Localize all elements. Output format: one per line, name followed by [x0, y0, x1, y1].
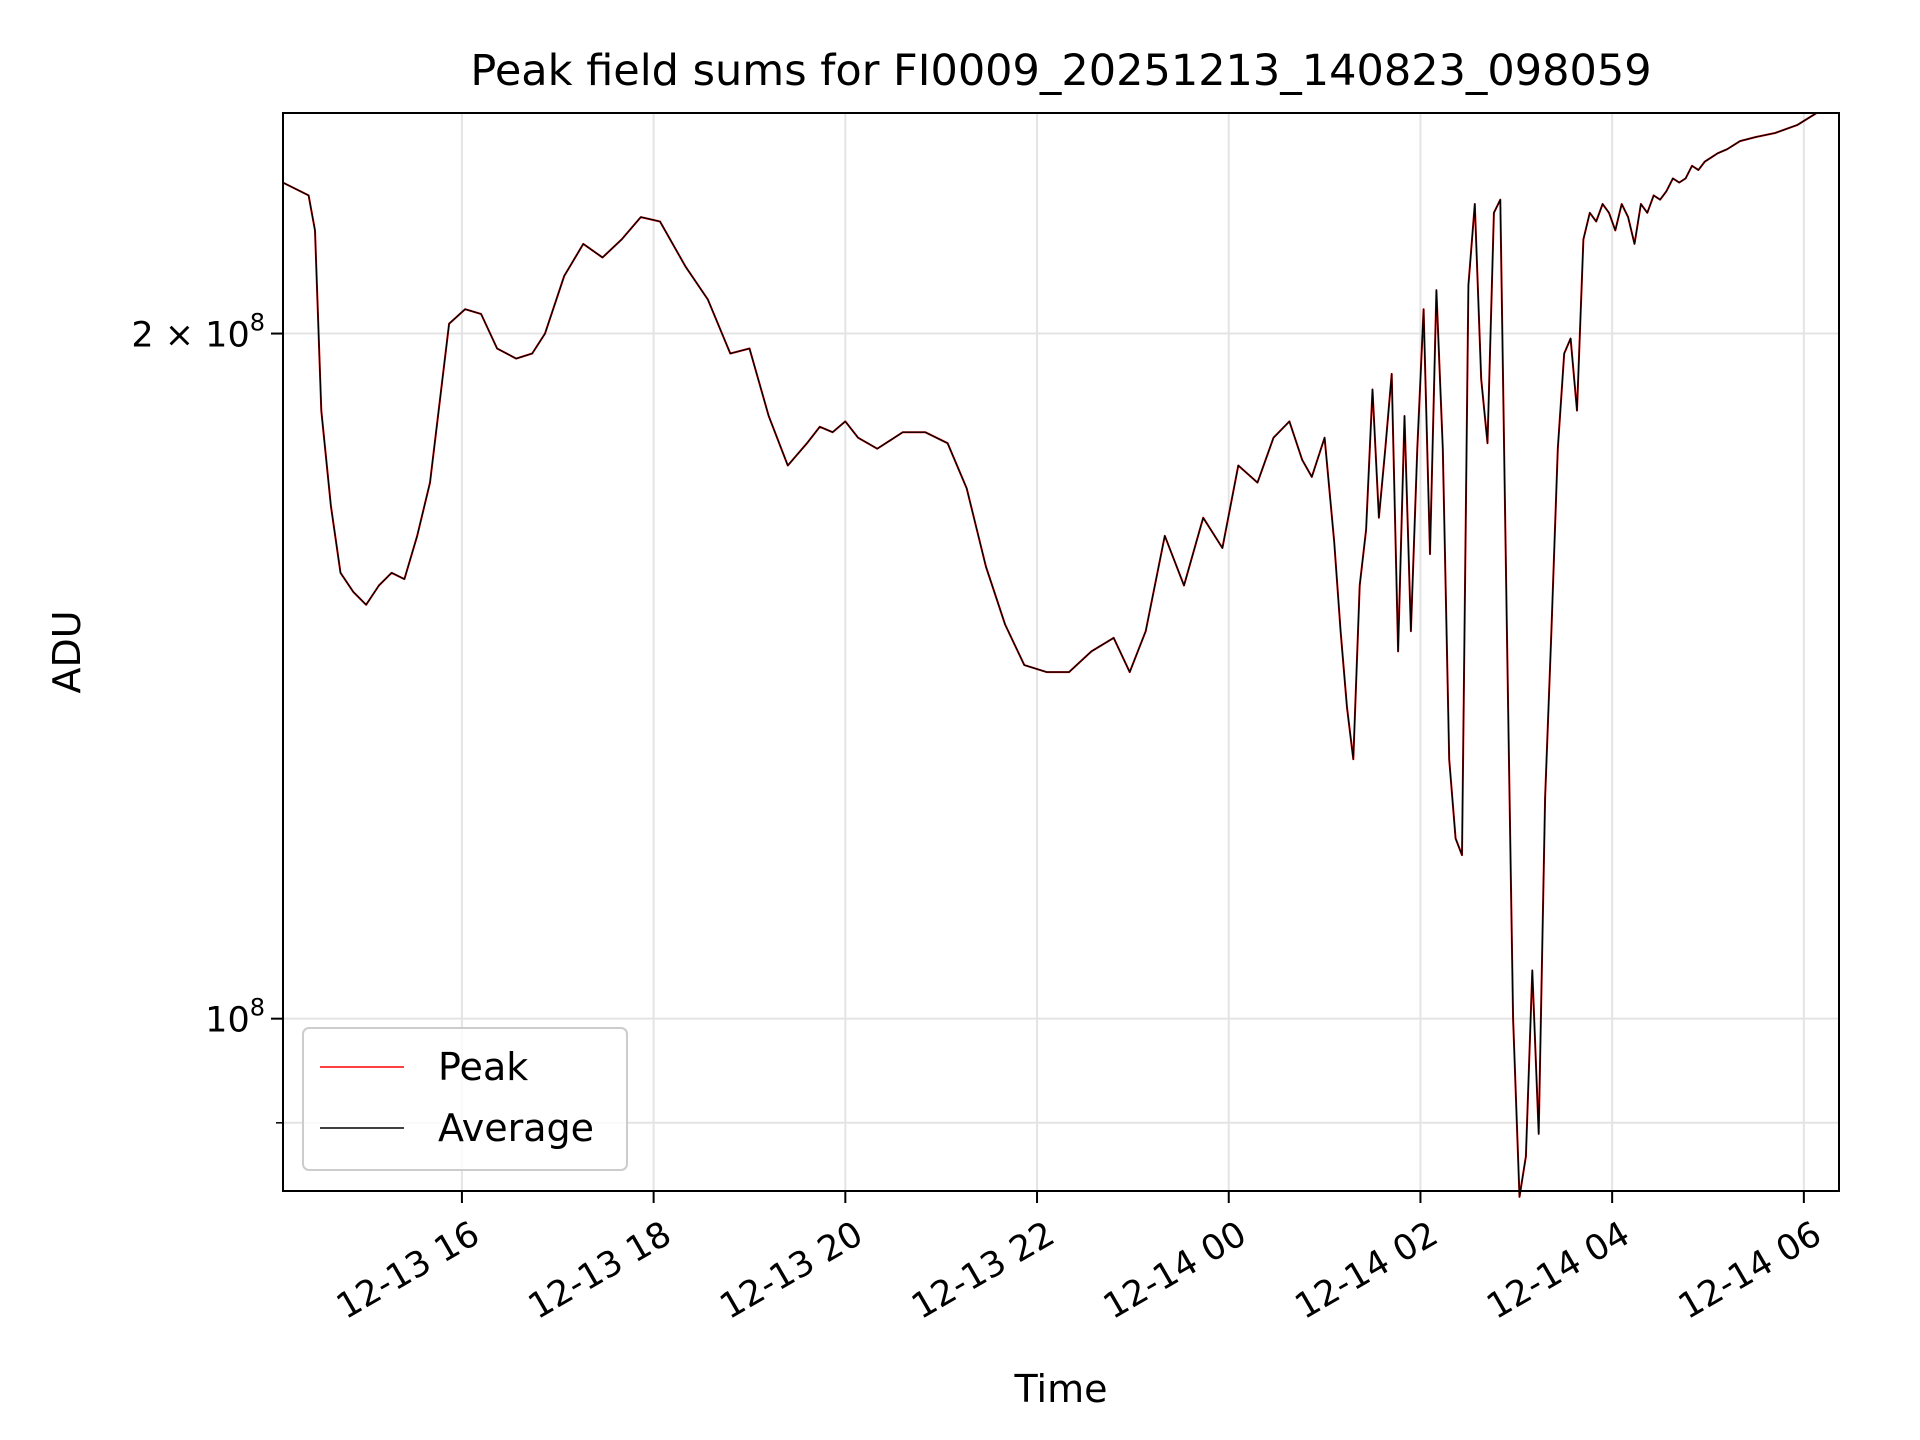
legend: Peak Average [302, 1027, 628, 1171]
y-tick-label: 2 × 108 [131, 309, 265, 356]
legend-label-average: Average [438, 1106, 594, 1150]
y-tick-label: 108 [205, 994, 265, 1041]
series-line-average [282, 112, 1817, 1198]
legend-label-peak: Peak [438, 1045, 528, 1089]
series-layer [282, 112, 1818, 1198]
legend-box [302, 1027, 628, 1171]
x-axis-label: Time [1014, 1367, 1108, 1411]
chart-title: Peak field sums for FI0009_20251213_1408… [470, 46, 1651, 96]
y-axis-label: ADU [45, 610, 89, 693]
plot-frame [282, 112, 1840, 1192]
